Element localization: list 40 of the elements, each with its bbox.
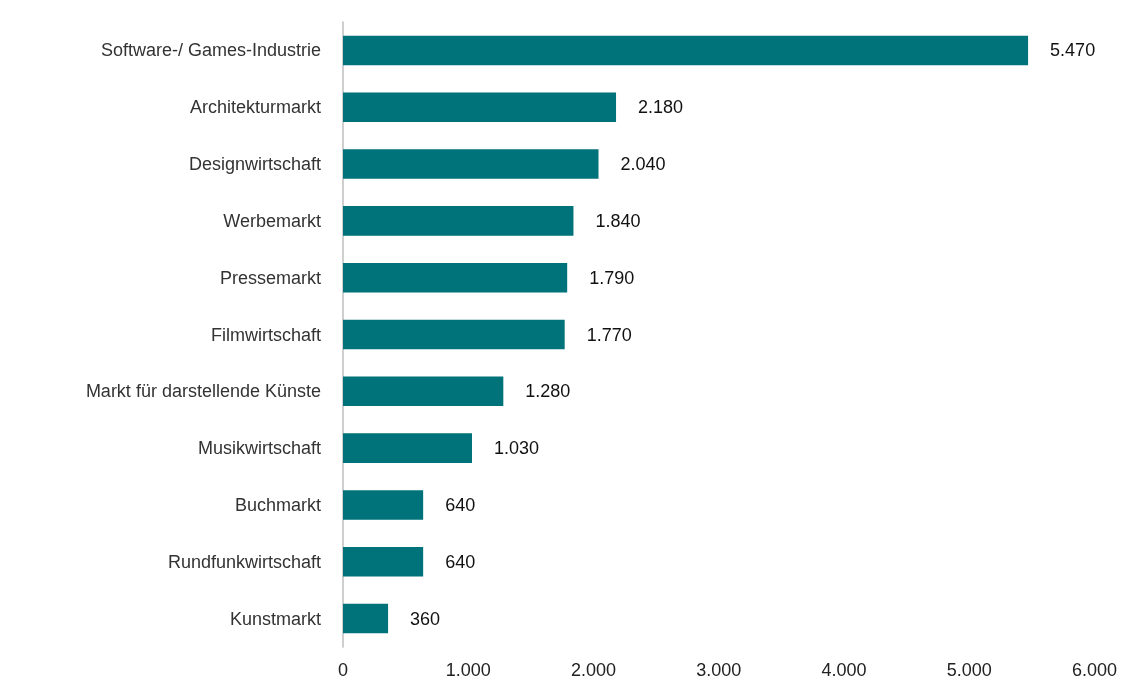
data-label: 640 [445, 551, 476, 572]
data-label: 1.840 [595, 210, 641, 231]
data-label: 1.030 [494, 438, 540, 459]
data-label: 2.180 [638, 97, 684, 118]
bar [343, 206, 574, 236]
y-tick-label: Architekturmarkt [189, 97, 321, 118]
x-tick-label: 3.000 [696, 660, 742, 680]
data-label: 1.790 [589, 267, 635, 288]
x-tick-label: 1.000 [445, 660, 491, 680]
data-label: 2.040 [620, 154, 666, 175]
y-tick-label: Pressemarkt [219, 267, 321, 288]
bar [343, 319, 565, 350]
x-tick-label: 0 [337, 660, 349, 680]
x-tick-label: 2.000 [570, 660, 617, 680]
data-label: 640 [445, 494, 476, 515]
y-tick-label: Werbemarkt [223, 210, 321, 231]
y-tick-label: Filmwirtschaft [210, 324, 321, 345]
bar [343, 547, 424, 577]
bar [343, 35, 1029, 66]
bar [343, 490, 424, 520]
bar [343, 92, 617, 122]
bar [343, 262, 568, 293]
x-tick-label: 5.000 [946, 660, 992, 680]
data-label: 5.470 [1050, 40, 1096, 61]
y-tick-label: Kunstmarkt [229, 608, 321, 629]
data-label: 1.770 [586, 324, 632, 345]
bar [343, 149, 599, 179]
x-tick-label: 4.000 [821, 660, 867, 680]
y-tick-label: Designwirtschaft [188, 154, 321, 175]
y-tick-label: Markt für darstellende Künste [85, 381, 321, 402]
bar [343, 376, 504, 407]
bar [343, 433, 472, 463]
y-tick-label: Musikwirtschaft [197, 438, 321, 459]
data-label: 360 [410, 608, 441, 629]
x-tick-label: 6.000 [1071, 660, 1117, 680]
bar [343, 603, 389, 634]
data-label: 1.280 [525, 381, 571, 402]
y-tick-label: Software-/ Games-Industrie [100, 40, 321, 61]
y-tick-label: Rundfunkwirtschaft [167, 551, 321, 572]
y-tick-label: Buchmarkt [234, 494, 321, 515]
